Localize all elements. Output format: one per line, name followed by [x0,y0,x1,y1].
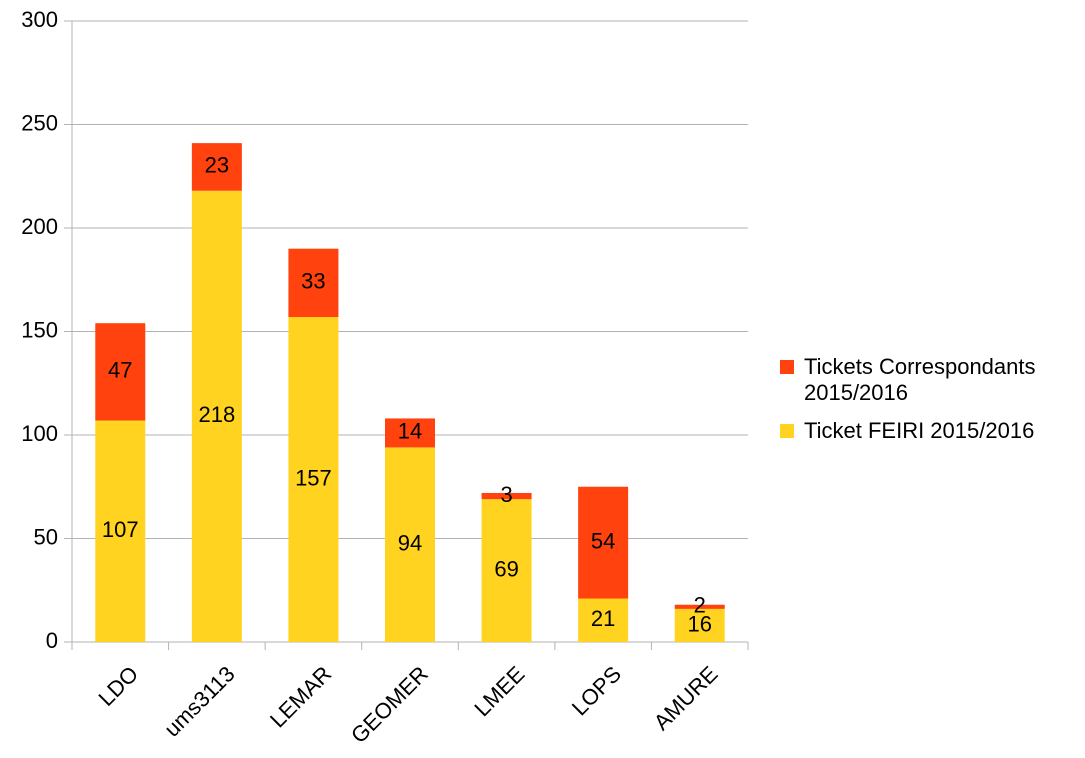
legend-item: Ticket FEIRI 2015/2016 [780,418,1085,444]
y-tick-label: 0 [46,628,58,653]
x-tick-label: ums3113 [159,661,240,742]
data-label: 14 [398,419,422,444]
data-label: 16 [687,611,711,636]
x-tick-label: LOPS [567,661,626,720]
data-label: 2 [694,593,706,618]
bar-segment [288,317,339,642]
data-label: 21 [591,606,615,631]
data-label: 47 [108,358,132,383]
bar-segment [481,492,532,500]
bar-segment [578,598,629,642]
y-tick-label: 250 [21,110,58,135]
bar-segment [95,323,146,421]
data-label: 69 [494,556,518,581]
bar-segment [674,608,725,642]
bar-segment [288,248,339,318]
legend-swatch-feiri [780,424,794,438]
x-tick-label: AMURE [649,661,723,735]
x-tick-label: LMEE [469,661,529,721]
bars [95,143,725,643]
x-tick-label: LEMAR [265,661,336,732]
y-tick-label: 100 [21,421,58,446]
data-label: 23 [205,153,229,178]
legend-label-correspondants: Tickets Correspondants 2015/2016 [804,354,1036,405]
y-tick-label: 200 [21,214,58,239]
legend-label-feiri: Ticket FEIRI 2015/2016 [804,418,1035,443]
legend-item: Tickets Correspondants 2015/2016 [780,354,1085,406]
data-label: 94 [398,531,422,556]
legend-swatch-correspondants [780,360,794,374]
data-label: 33 [301,269,325,294]
x-tick-label: LDO [93,661,143,711]
bar-segment [578,486,629,599]
bar-segment [481,499,532,642]
data-label: 218 [198,402,235,427]
data-label: 107 [102,517,139,542]
data-labels: 107 47 218 23 157 33 94 14 69 3 21 54 162 [102,153,712,637]
legend: Tickets Correspondants 2015/2016 Ticket … [780,354,1085,456]
bar-segment [385,418,435,448]
data-label: 157 [295,465,332,490]
bar-segment [385,447,435,642]
y-tick-label: 150 [21,317,58,342]
x-tick-label: GEOMER [346,661,433,748]
y-tick-label: 300 [21,7,58,32]
data-label: 54 [591,528,615,553]
bar-segment [95,420,146,642]
y-tick-label: 50 [34,524,58,549]
bar-segment [191,143,242,191]
bar-segment [191,190,242,643]
bar-segment [674,604,725,609]
data-label: 3 [500,482,512,507]
